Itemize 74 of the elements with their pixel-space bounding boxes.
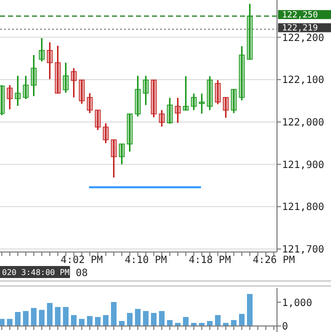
- text: 08: [76, 268, 88, 279]
- bar: [167, 320, 173, 326]
- candlestick: [222, 96, 229, 118]
- bar: [183, 316, 189, 326]
- ref-line-label: 122,250: [282, 10, 318, 21]
- y-tick-label: 1,000: [282, 298, 312, 309]
- bar: [62, 307, 69, 326]
- candlestick: [86, 92, 93, 114]
- text: 020 3:48:00 PM: [2, 268, 70, 277]
- bar: [6, 318, 13, 326]
- candlestick: [0, 84, 5, 116]
- candlestick: [30, 54, 37, 97]
- bar: [215, 315, 221, 326]
- y-tick-label: 121,900: [282, 160, 324, 171]
- candlestick: [62, 62, 69, 94]
- candlestick: [206, 75, 213, 111]
- bar: [102, 315, 109, 326]
- candlestick: [142, 75, 149, 106]
- bar: [95, 316, 101, 326]
- y-tick-label: 0: [282, 322, 288, 332]
- candlestick: [102, 122, 109, 144]
- bar: [46, 302, 53, 326]
- candlestick: [22, 75, 29, 100]
- bar: [110, 302, 117, 326]
- candlestick: [70, 67, 77, 98]
- y-tick-label: 121,800: [282, 202, 324, 214]
- candlestick: [126, 113, 133, 152]
- candlestick: [134, 75, 141, 118]
- y-tick-label: 122,100: [282, 75, 324, 86]
- bar: [22, 311, 29, 326]
- candlestick: [174, 97, 181, 124]
- bar: [14, 312, 21, 326]
- bar: [143, 311, 149, 326]
- bar: [0, 318, 5, 326]
- candlestick: [166, 97, 173, 124]
- candlestick: [110, 139, 117, 178]
- candlestick: [150, 79, 157, 118]
- bar: [86, 316, 93, 326]
- candlestick: [182, 75, 189, 111]
- bar: [246, 294, 253, 326]
- bar: [38, 310, 45, 326]
- candlestick: [198, 92, 205, 114]
- bar: [134, 308, 141, 326]
- candlestick: [46, 42, 53, 80]
- x-tick-label: 4:02 PM: [60, 255, 103, 266]
- bar: [231, 320, 237, 326]
- bar: [158, 311, 165, 326]
- bar: [30, 308, 37, 326]
- x-tick-label: 4:10 PM: [124, 255, 167, 266]
- x-tick-label: 4:18 PM: [188, 255, 231, 266]
- y-tick-label: 121,700: [282, 244, 324, 256]
- bar: [54, 307, 61, 326]
- bar: [239, 314, 245, 326]
- candlestick: [118, 143, 125, 166]
- candlestick: [14, 75, 21, 107]
- candlestick: [190, 92, 197, 111]
- y-tick-label: 122,200: [282, 32, 324, 44]
- y-tick-label: 122,000: [282, 117, 324, 128]
- candlestick: [54, 44, 61, 94]
- candlestick: [214, 79, 221, 105]
- bar: [71, 315, 77, 326]
- x-tick-label: 4:26 PM: [252, 255, 295, 266]
- candlestick: [158, 109, 165, 128]
- candlestick: [246, 3, 253, 60]
- bar: [150, 312, 157, 326]
- bar: [78, 318, 85, 326]
- bar: [126, 312, 133, 326]
- candlestick: [78, 79, 85, 105]
- ref-line-label: 122,219: [282, 24, 318, 34]
- candlestick: [238, 45, 245, 102]
- candlestick: [94, 109, 101, 131]
- candlestick: [230, 88, 237, 114]
- candlestick: [6, 84, 13, 110]
- candlestick: [38, 37, 45, 62]
